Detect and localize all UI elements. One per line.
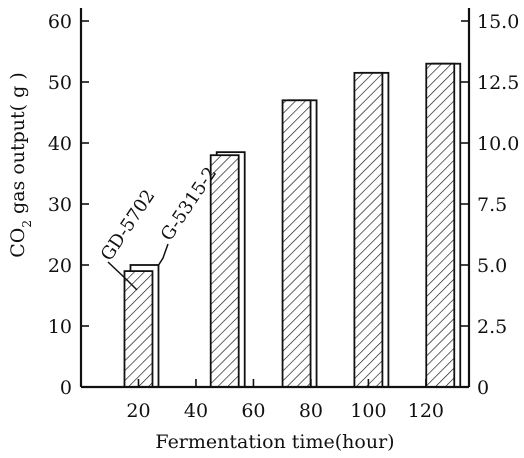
y-tick-label-40: 40 [48, 133, 72, 155]
bar-GD-5702-20 [123, 270, 154, 388]
y2-tick-label-2.5: 2.5 [477, 316, 507, 338]
y2-tick-label-5: 5.0 [477, 255, 507, 277]
x-tick-label-100: 100 [350, 400, 386, 422]
x-tick-label-120: 120 [408, 400, 444, 422]
x-axis-title: Fermentation time(hour) [155, 431, 394, 453]
axes-group [79, 8, 471, 389]
bar-GD-5702-125 [425, 62, 456, 388]
y-tick-label-50: 50 [48, 72, 72, 94]
y-tick-label-10: 10 [48, 316, 72, 338]
bar-GD-5702-100 [353, 71, 384, 388]
y2-tick-label-15: 15.0 [477, 11, 519, 33]
y2-tick-label-12.5: 12.5 [477, 72, 519, 94]
leader-gd-5702 [107, 261, 138, 291]
y2-tick-label-7.5: 7.5 [477, 194, 507, 216]
y-axis-title: CO2 gas output( g ) [7, 72, 34, 258]
y-tick-label-60: 60 [48, 11, 72, 33]
bars-group [123, 62, 462, 388]
y2-tick-label-10: 10.0 [477, 133, 519, 155]
x-tick-label-20: 20 [126, 400, 150, 422]
bar-GD-5702-50 [209, 154, 240, 388]
y-tick-label-0: 0 [60, 377, 72, 399]
x-tick-label-60: 60 [241, 400, 265, 422]
x-tick-label-80: 80 [299, 400, 323, 422]
bar-GD-5702-75 [281, 99, 312, 388]
x-tick-label-40: 40 [184, 400, 208, 422]
y-tick-label-20: 20 [48, 255, 72, 277]
y-tick-label-30: 30 [48, 194, 72, 216]
annotation-gd-5702: GD-5702 [97, 186, 160, 265]
y2-tick-label-0: 0 [477, 377, 489, 399]
leader-g-5315-2 [157, 243, 169, 267]
